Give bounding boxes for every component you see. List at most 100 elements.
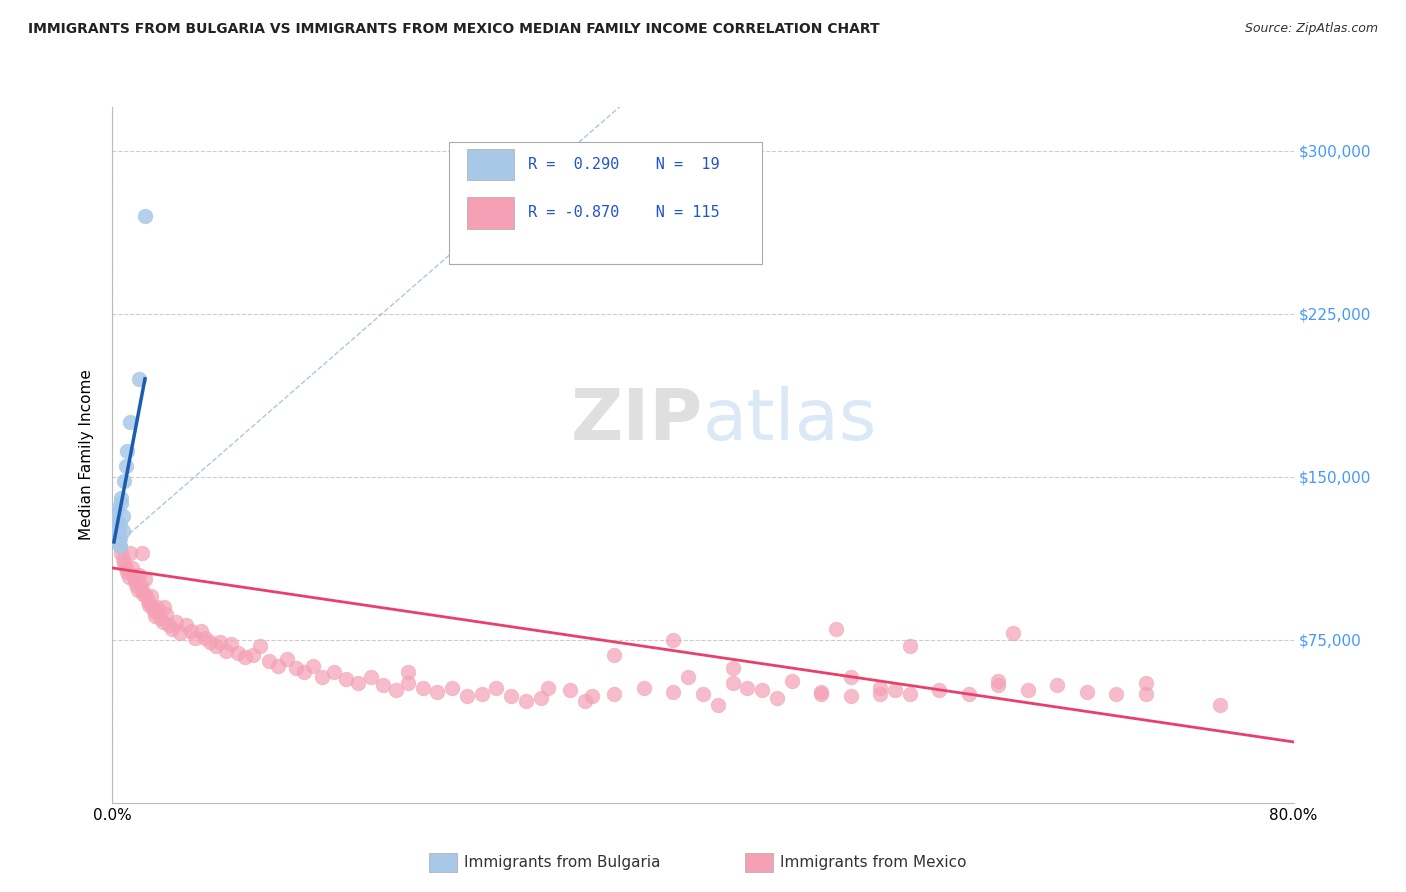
Point	[114, 458, 136, 473]
Point	[678, 670, 700, 684]
Point	[112, 474, 135, 488]
Point	[108, 539, 131, 553]
Point	[558, 682, 582, 697]
Point	[112, 557, 135, 571]
Point	[122, 567, 145, 582]
Point	[1046, 678, 1069, 692]
Point	[153, 600, 176, 615]
Point	[426, 685, 449, 699]
Point	[1017, 682, 1039, 697]
Point	[129, 578, 152, 592]
Point	[120, 415, 142, 429]
Point	[737, 681, 759, 695]
Point	[155, 607, 177, 621]
Point	[810, 687, 832, 701]
Point	[515, 693, 537, 707]
Point	[692, 687, 714, 701]
Point	[898, 687, 921, 701]
Point	[537, 681, 560, 695]
Point	[1135, 687, 1157, 701]
Point	[128, 567, 150, 582]
Point	[108, 517, 131, 532]
Point	[108, 539, 131, 553]
Point	[1135, 676, 1157, 690]
Point	[411, 681, 433, 695]
Point	[114, 561, 136, 575]
Point	[839, 670, 862, 684]
Point	[117, 566, 138, 580]
Point	[174, 617, 197, 632]
Point	[721, 661, 744, 675]
Point	[169, 626, 191, 640]
Point	[194, 631, 217, 645]
Point	[780, 674, 803, 689]
Text: Immigrants from Mexico: Immigrants from Mexico	[780, 855, 967, 870]
Point	[292, 665, 315, 680]
Point	[346, 676, 368, 690]
Point	[385, 682, 408, 697]
Point	[131, 582, 153, 597]
Point	[107, 535, 129, 549]
Point	[302, 658, 325, 673]
Point	[143, 608, 166, 623]
Point	[884, 682, 907, 697]
Point	[284, 661, 307, 675]
Point	[107, 524, 129, 538]
Point	[104, 517, 127, 532]
Point	[128, 372, 150, 386]
Point	[205, 639, 228, 653]
Point	[134, 572, 156, 586]
Point	[111, 508, 134, 523]
Point	[276, 652, 298, 666]
Text: R = -0.870    N = 115: R = -0.870 N = 115	[529, 205, 720, 220]
Point	[135, 589, 157, 603]
Point	[132, 587, 155, 601]
FancyBboxPatch shape	[449, 142, 762, 263]
Point	[142, 605, 165, 619]
Text: ZIP: ZIP	[571, 385, 703, 455]
Point	[267, 658, 290, 673]
Text: Immigrants from Bulgaria: Immigrants from Bulgaria	[464, 855, 661, 870]
Point	[165, 615, 187, 630]
Point	[633, 681, 655, 695]
Point	[215, 643, 238, 657]
Point	[103, 507, 125, 521]
Point	[441, 681, 464, 695]
Point	[242, 648, 264, 662]
Y-axis label: Median Family Income: Median Family Income	[79, 369, 94, 541]
Point	[529, 691, 551, 706]
Point	[1001, 626, 1024, 640]
Point	[574, 693, 596, 707]
Point	[396, 665, 419, 680]
Point	[198, 635, 221, 649]
Point	[360, 670, 382, 684]
Point	[249, 639, 271, 653]
Point	[149, 611, 172, 625]
Point	[152, 615, 174, 630]
Point	[121, 561, 143, 575]
Point	[124, 574, 146, 588]
Point	[138, 598, 160, 612]
Point	[603, 687, 626, 701]
Point	[1208, 698, 1232, 712]
Point	[233, 650, 256, 665]
Point	[456, 690, 478, 704]
Point	[160, 622, 183, 636]
Point	[662, 632, 685, 647]
Point	[136, 593, 159, 607]
Point	[127, 582, 149, 597]
Point	[134, 209, 156, 223]
Point	[108, 531, 131, 545]
Point	[180, 624, 202, 638]
Point	[118, 570, 141, 584]
Point	[371, 678, 394, 692]
Point	[105, 502, 128, 516]
Point	[257, 655, 280, 669]
Point	[190, 624, 212, 638]
Point	[581, 690, 603, 704]
Point	[219, 637, 242, 651]
Point	[125, 578, 148, 592]
Point	[1105, 687, 1128, 701]
Point	[105, 517, 128, 532]
Point	[987, 678, 1010, 692]
